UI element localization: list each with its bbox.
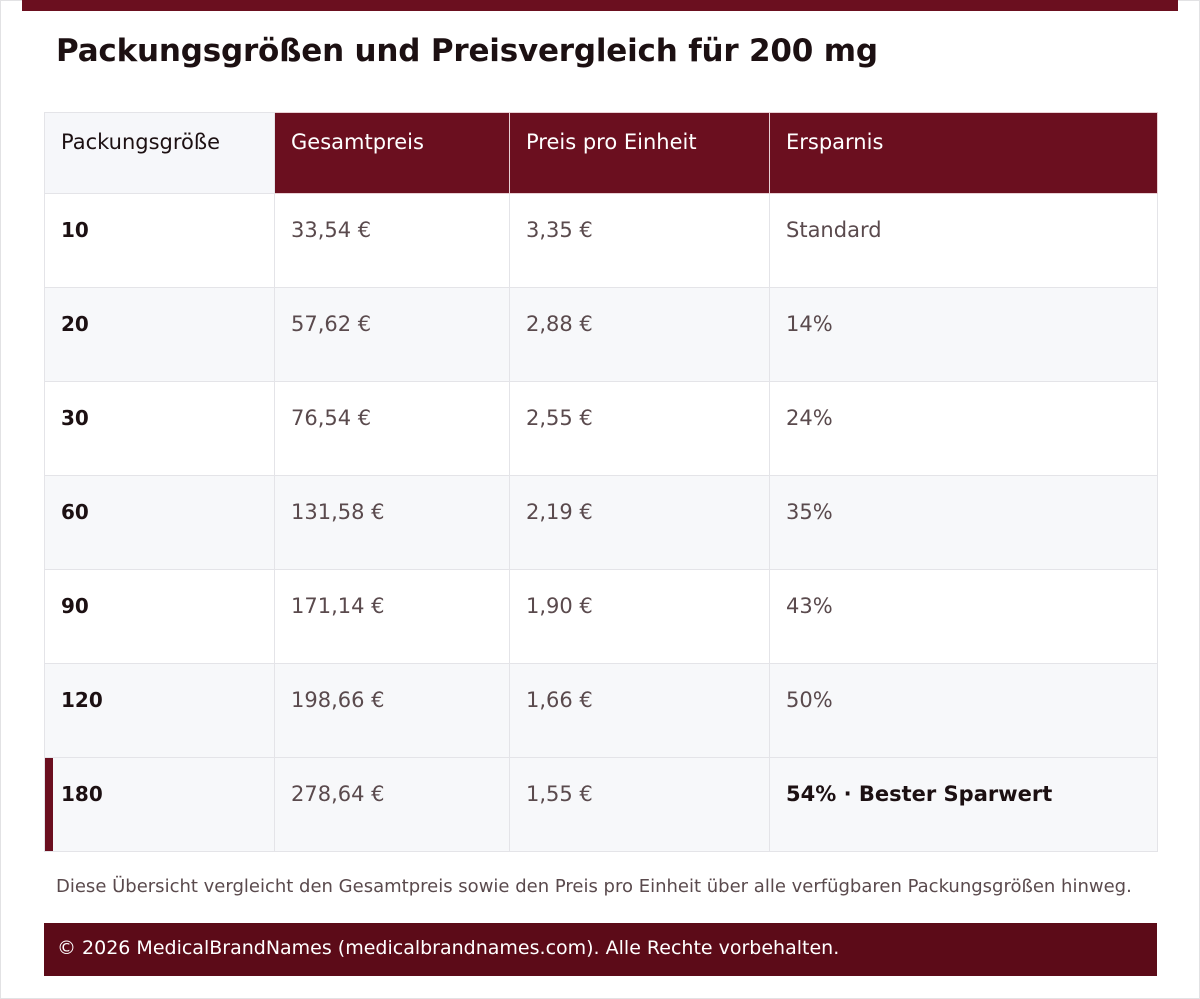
cell-unit-price: 3,35 €	[509, 193, 770, 288]
cell-pack-size: 120	[44, 663, 275, 758]
table-header-row: Packungsgröße Gesamtpreis Preis pro Einh…	[44, 112, 1158, 194]
cell-savings: 43%	[769, 569, 1158, 664]
cell-unit-price: 1,90 €	[509, 569, 770, 664]
table-row: 90 171,14 € 1,90 € 43%	[44, 569, 1158, 664]
table-row-best-value: 180 278,64 € 1,55 € 54% · Bester Sparwer…	[44, 757, 1158, 852]
table-row: 120 198,66 € 1,66 € 50%	[44, 663, 1158, 758]
header-pack-size: Packungsgröße	[44, 112, 275, 194]
cell-pack-size: 10	[44, 193, 275, 288]
header-unit-price: Preis pro Einheit	[509, 112, 770, 194]
cell-total-price: 57,62 €	[274, 287, 510, 382]
cell-savings: 14%	[769, 287, 1158, 382]
table-row: 60 131,58 € 2,19 € 35%	[44, 475, 1158, 570]
cell-savings: 24%	[769, 381, 1158, 476]
top-accent-bar	[22, 0, 1178, 11]
header-savings: Ersparnis	[769, 112, 1158, 194]
cell-total-price: 198,66 €	[274, 663, 510, 758]
cell-total-price: 131,58 €	[274, 475, 510, 570]
page-title: Packungsgrößen und Preisvergleich für 20…	[56, 33, 878, 69]
cell-savings: Standard	[769, 193, 1158, 288]
table-footnote: Diese Übersicht vergleicht den Gesamtpre…	[56, 876, 1132, 897]
cell-total-price: 76,54 €	[274, 381, 510, 476]
cell-unit-price: 2,55 €	[509, 381, 770, 476]
cell-pack-size: 90	[44, 569, 275, 664]
cell-unit-price: 1,55 €	[509, 757, 770, 852]
cell-savings: 50%	[769, 663, 1158, 758]
cell-pack-size: 60	[44, 475, 275, 570]
cell-total-price: 33,54 €	[274, 193, 510, 288]
table-row: 10 33,54 € 3,35 € Standard	[44, 193, 1158, 288]
cell-unit-price: 2,19 €	[509, 475, 770, 570]
cell-savings-best-value: 54% · Bester Sparwert	[769, 757, 1158, 852]
header-total-price: Gesamtpreis	[274, 112, 510, 194]
cell-pack-size: 30	[44, 381, 275, 476]
cell-total-price: 171,14 €	[274, 569, 510, 664]
cell-unit-price: 2,88 €	[509, 287, 770, 382]
copyright-footer: © 2026 MedicalBrandNames (medicalbrandna…	[44, 923, 1157, 976]
table-row: 30 76,54 € 2,55 € 24%	[44, 381, 1158, 476]
cell-pack-size: 20	[44, 287, 275, 382]
price-comparison-table: Packungsgröße Gesamtpreis Preis pro Einh…	[44, 112, 1158, 852]
cell-total-price: 278,64 €	[274, 757, 510, 852]
table-row: 20 57,62 € 2,88 € 14%	[44, 287, 1158, 382]
cell-pack-size: 180	[44, 757, 275, 852]
cell-unit-price: 1,66 €	[509, 663, 770, 758]
cell-savings: 35%	[769, 475, 1158, 570]
